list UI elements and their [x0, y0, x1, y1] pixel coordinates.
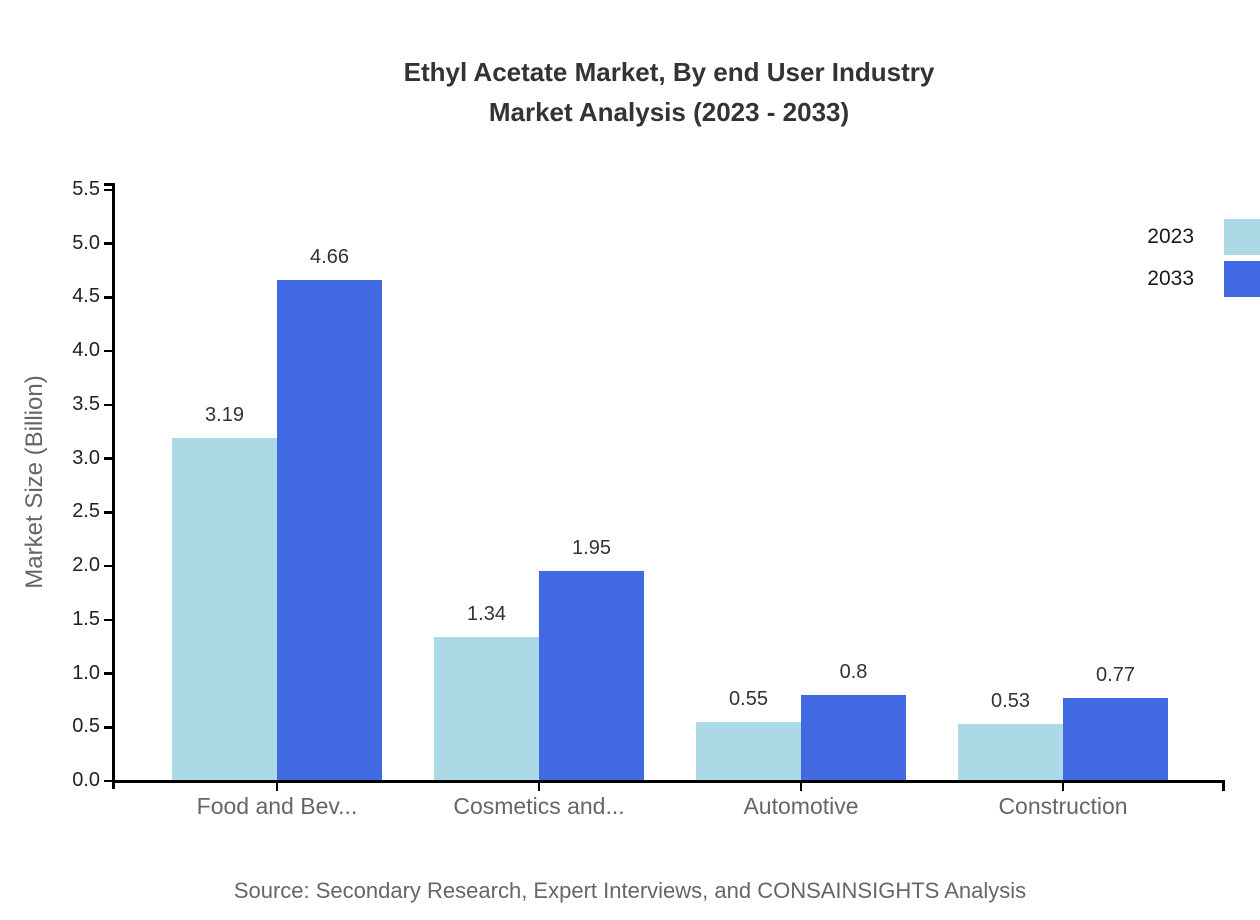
x-tick-mark	[799, 782, 803, 791]
y-tick-mark	[104, 726, 112, 729]
legend-swatch-2033	[1224, 261, 1260, 297]
bar-2033-food-and-bev	[277, 280, 382, 781]
chart-title-line2: Market Analysis (2023 - 2033)	[488, 97, 850, 127]
y-tick-mark	[104, 457, 112, 460]
bar-value-label-2023-construction: 0.53	[991, 690, 1030, 713]
x-tick-mark	[537, 782, 541, 791]
bar-value-label-2033-cosmetics-and: 1.95	[572, 537, 611, 560]
bar-2033-cosmetics-and	[539, 571, 644, 781]
y-tick-label: 3.5	[72, 392, 100, 415]
y-tick-label: 2.0	[72, 554, 100, 577]
legend-label-2033: 2033	[1147, 267, 1194, 290]
bar-2033-automotive	[801, 695, 906, 781]
bar-value-label-2023-cosmetics-and: 1.34	[467, 603, 506, 625]
y-tick-mark	[104, 403, 112, 407]
y-tick-mark	[104, 564, 112, 568]
bar-2033-construction	[1063, 698, 1168, 781]
x-axis-line	[112, 779, 1225, 783]
y-tick-mark	[104, 618, 112, 622]
bar-value-label-2033-construction: 0.77	[1096, 664, 1135, 687]
chart-title-line1: Ethyl Acetate Market, By end User Indust…	[403, 57, 935, 87]
y-tick-label: 0.0	[72, 769, 100, 791]
bar-value-label-2023-food-and-bev: 3.19	[205, 404, 244, 427]
x-category-label-automotive: Automotive	[743, 793, 859, 819]
y-tick-label: 4.5	[72, 285, 100, 308]
y-tick-mark	[104, 779, 112, 783]
y-tick-label: 1.0	[72, 661, 100, 684]
legend-item-2033: 2033	[1147, 261, 1260, 297]
legend: 2023 2033	[1147, 219, 1260, 303]
y-axis-end-cap	[104, 183, 112, 186]
legend-label-2023: 2023	[1147, 225, 1194, 248]
x-axis-end-cap	[1222, 782, 1225, 791]
x-category-label-food-and-bev: Food and Bev...	[196, 793, 358, 819]
x-tick-mark	[1061, 782, 1065, 791]
y-tick-mark	[104, 188, 112, 192]
y-tick-label: 0.5	[72, 715, 100, 738]
bar-value-label-2033-food-and-bev: 4.66	[310, 246, 349, 269]
y-tick-label: 2.5	[72, 500, 100, 523]
bar-2023-cosmetics-and	[434, 637, 539, 781]
y-tick-label: 5.0	[72, 231, 100, 254]
y-tick-label: 1.5	[72, 607, 100, 630]
y-tick-label: 4.0	[72, 339, 100, 362]
x-tick-mark	[275, 782, 279, 791]
chart-title: Ethyl Acetate Market, By end User Indust…	[115, 52, 1223, 132]
legend-swatch-2023	[1224, 219, 1260, 255]
bar-value-label-2023-automotive: 0.55	[729, 687, 768, 710]
x-category-label-construction: Construction	[998, 793, 1128, 819]
bar-2023-automotive	[696, 721, 801, 781]
y-tick-label: 3.0	[72, 446, 100, 469]
y-tick-mark	[104, 349, 112, 353]
source-note: Source: Secondary Research, Expert Inter…	[233, 878, 1027, 903]
bar-2023-food-and-bev	[172, 438, 277, 781]
y-tick-mark	[104, 296, 112, 299]
y-axis-line	[112, 183, 115, 789]
y-tick-mark	[104, 242, 112, 245]
bar-2023-construction	[958, 724, 1063, 781]
x-category-label-cosmetics-and: Cosmetics and...	[453, 793, 625, 819]
y-tick-mark	[104, 672, 112, 675]
y-tick-label: 5.5	[72, 178, 100, 200]
y-tick-mark	[104, 511, 112, 514]
legend-item-2023: 2023	[1147, 219, 1260, 255]
bar-value-label-2033-automotive: 0.8	[839, 661, 868, 684]
